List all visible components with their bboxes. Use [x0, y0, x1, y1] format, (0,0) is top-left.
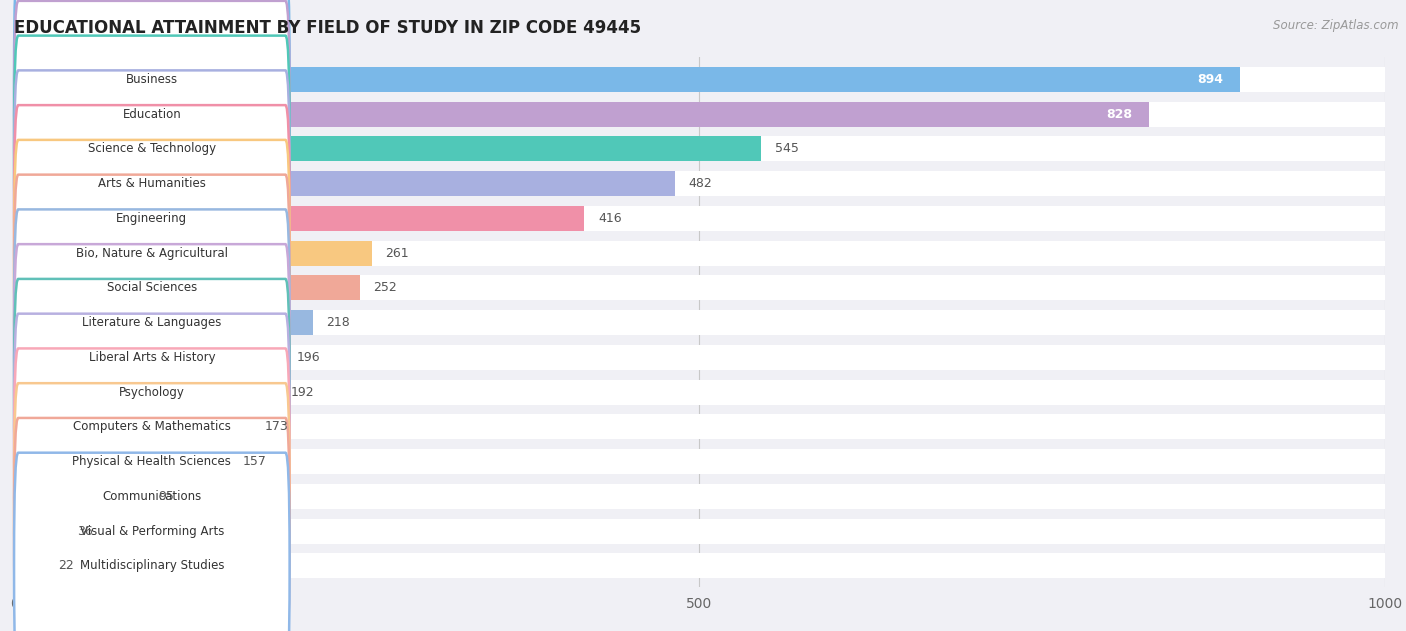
Bar	[14, 102, 1149, 127]
Text: Computers & Mathematics: Computers & Mathematics	[73, 420, 231, 433]
FancyBboxPatch shape	[14, 140, 290, 367]
FancyBboxPatch shape	[14, 1, 290, 227]
Text: Communications: Communications	[103, 490, 201, 503]
Bar	[14, 136, 761, 162]
Text: Engineering: Engineering	[117, 212, 187, 225]
Bar	[14, 240, 1385, 266]
Bar	[14, 275, 1385, 300]
Text: Literature & Languages: Literature & Languages	[82, 316, 222, 329]
Text: 482: 482	[689, 177, 713, 190]
Text: 173: 173	[264, 420, 288, 433]
Bar	[14, 102, 1385, 127]
Text: 894: 894	[1197, 73, 1223, 86]
Text: Business: Business	[125, 73, 179, 86]
FancyBboxPatch shape	[14, 452, 290, 631]
Bar	[14, 67, 1385, 92]
Bar	[14, 310, 314, 335]
Text: Source: ZipAtlas.com: Source: ZipAtlas.com	[1274, 19, 1399, 32]
Text: 192: 192	[291, 386, 315, 399]
Text: Physical & Health Sciences: Physical & Health Sciences	[72, 455, 231, 468]
Bar	[14, 206, 585, 231]
FancyBboxPatch shape	[14, 209, 290, 436]
Bar	[14, 415, 252, 439]
Text: Education: Education	[122, 108, 181, 121]
Text: Psychology: Psychology	[120, 386, 184, 399]
FancyBboxPatch shape	[14, 71, 290, 297]
FancyBboxPatch shape	[14, 418, 290, 631]
Text: 22: 22	[58, 560, 73, 572]
FancyBboxPatch shape	[14, 35, 290, 262]
Text: 828: 828	[1107, 108, 1133, 121]
Text: Multidisciplinary Studies: Multidisciplinary Studies	[80, 560, 224, 572]
FancyBboxPatch shape	[14, 105, 290, 332]
FancyBboxPatch shape	[14, 175, 290, 401]
Text: Bio, Nature & Agricultural: Bio, Nature & Agricultural	[76, 247, 228, 260]
Text: 261: 261	[385, 247, 409, 260]
FancyBboxPatch shape	[14, 383, 290, 610]
Text: EDUCATIONAL ATTAINMENT BY FIELD OF STUDY IN ZIP CODE 49445: EDUCATIONAL ATTAINMENT BY FIELD OF STUDY…	[14, 19, 641, 37]
Bar	[14, 67, 1240, 92]
Text: Visual & Performing Arts: Visual & Performing Arts	[80, 525, 224, 538]
Text: 416: 416	[598, 212, 621, 225]
FancyBboxPatch shape	[14, 279, 290, 505]
Bar	[14, 553, 1385, 579]
Bar	[14, 484, 145, 509]
FancyBboxPatch shape	[14, 244, 290, 471]
Text: 36: 36	[77, 525, 93, 538]
Bar	[14, 380, 1385, 404]
Text: 157: 157	[243, 455, 267, 468]
Text: 95: 95	[157, 490, 174, 503]
Bar	[14, 519, 1385, 544]
Bar	[14, 449, 229, 475]
Text: Science & Technology: Science & Technology	[87, 143, 217, 155]
FancyBboxPatch shape	[14, 314, 290, 540]
Bar	[14, 415, 1385, 439]
Text: Arts & Humanities: Arts & Humanities	[98, 177, 205, 190]
Bar	[14, 206, 1385, 231]
Text: 252: 252	[373, 281, 396, 295]
Bar	[14, 449, 1385, 475]
Bar	[14, 240, 371, 266]
Bar	[14, 136, 1385, 162]
Bar	[14, 553, 44, 579]
Bar	[14, 484, 1385, 509]
FancyBboxPatch shape	[14, 348, 290, 575]
Bar	[14, 345, 1385, 370]
Bar	[14, 310, 1385, 335]
Text: Social Sciences: Social Sciences	[107, 281, 197, 295]
Bar	[14, 171, 675, 196]
FancyBboxPatch shape	[14, 0, 290, 192]
Bar	[14, 345, 283, 370]
Bar	[14, 380, 277, 404]
Bar	[14, 171, 1385, 196]
Text: 196: 196	[297, 351, 321, 364]
Bar	[14, 519, 63, 544]
Text: 218: 218	[326, 316, 350, 329]
Text: Liberal Arts & History: Liberal Arts & History	[89, 351, 215, 364]
Text: 545: 545	[775, 143, 799, 155]
Bar	[14, 275, 360, 300]
